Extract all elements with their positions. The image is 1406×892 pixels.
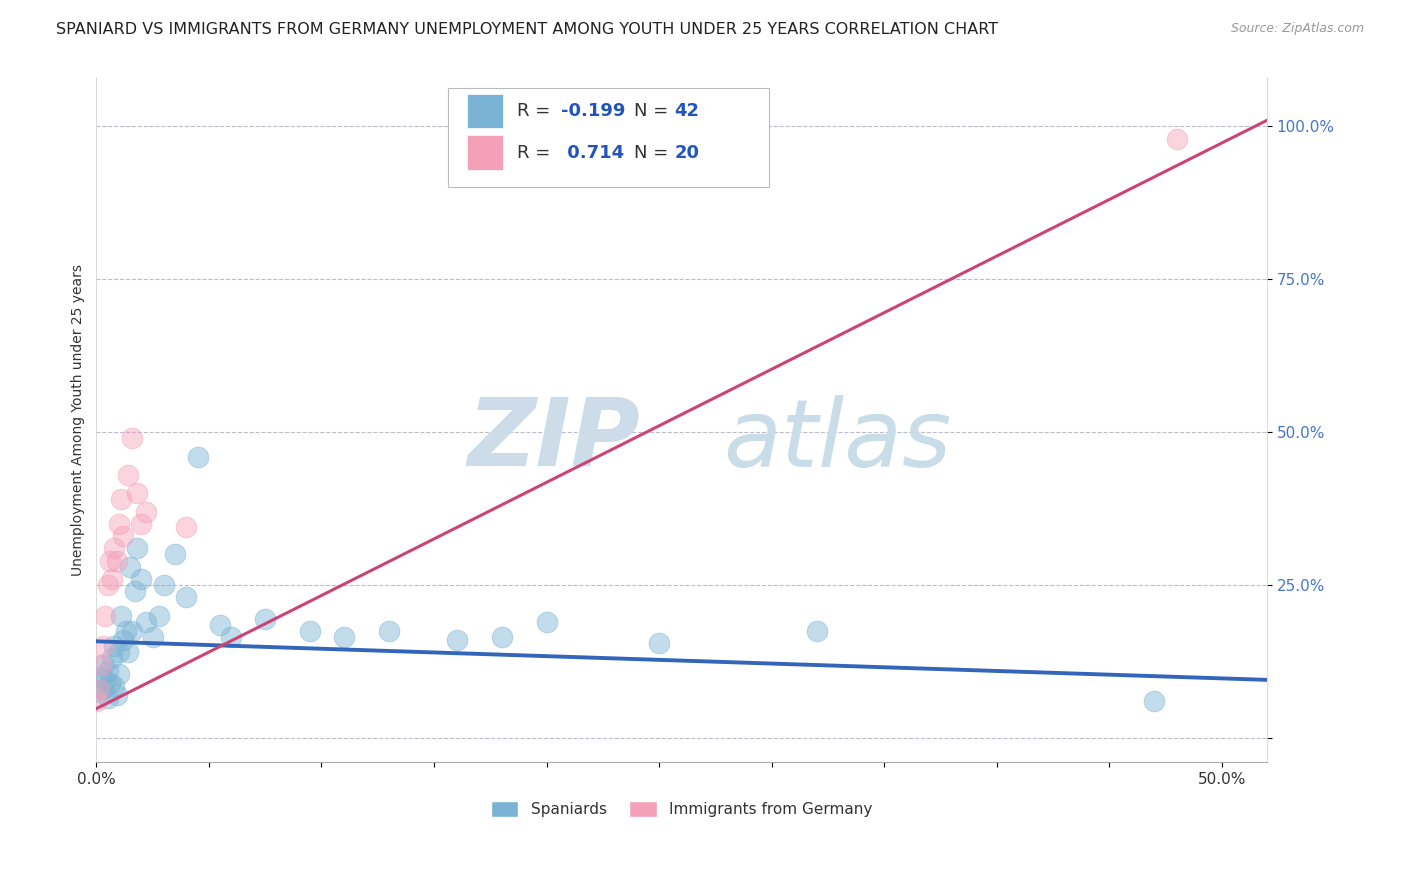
Point <box>108 666 131 681</box>
Point <box>165 548 187 562</box>
Point <box>254 612 277 626</box>
Point <box>131 516 153 531</box>
Text: N =: N = <box>634 102 673 120</box>
Point <box>120 559 142 574</box>
Point <box>91 657 114 672</box>
Point <box>378 624 401 638</box>
Point <box>491 630 513 644</box>
Point <box>97 578 120 592</box>
Point <box>105 553 128 567</box>
FancyBboxPatch shape <box>467 94 502 128</box>
Point <box>1143 694 1166 708</box>
Point <box>94 608 117 623</box>
Text: R =: R = <box>516 144 555 161</box>
Point <box>105 688 128 702</box>
Point <box>153 578 176 592</box>
Point <box>101 651 124 665</box>
Point <box>103 679 125 693</box>
Point <box>131 572 153 586</box>
Point <box>87 681 110 696</box>
Text: SPANIARD VS IMMIGRANTS FROM GERMANY UNEMPLOYMENT AMONG YOUTH UNDER 25 YEARS CORR: SPANIARD VS IMMIGRANTS FROM GERMANY UNEM… <box>56 22 998 37</box>
Text: 0.714: 0.714 <box>561 144 624 161</box>
Point <box>91 681 114 696</box>
Text: N =: N = <box>634 144 673 161</box>
Point <box>187 450 209 464</box>
Point <box>97 664 120 678</box>
Point <box>94 673 117 687</box>
Point <box>446 633 468 648</box>
Point <box>125 486 148 500</box>
Text: ZIP: ZIP <box>468 394 641 486</box>
Point <box>108 516 131 531</box>
Point <box>121 431 143 445</box>
Point <box>1166 131 1188 145</box>
Point <box>142 630 165 644</box>
Point <box>124 584 146 599</box>
Point <box>221 630 243 644</box>
Point <box>110 608 132 623</box>
Text: R =: R = <box>516 102 555 120</box>
Text: 42: 42 <box>675 102 700 120</box>
Point <box>117 467 139 482</box>
Point <box>97 691 120 706</box>
Point <box>121 624 143 638</box>
Point <box>117 645 139 659</box>
Legend: Spaniards, Immigrants from Germany: Spaniards, Immigrants from Germany <box>485 795 879 823</box>
Point <box>176 520 198 534</box>
Point <box>90 657 112 672</box>
FancyBboxPatch shape <box>447 87 769 187</box>
Point <box>299 624 322 638</box>
Point <box>103 639 125 653</box>
Y-axis label: Unemployment Among Youth under 25 years: Unemployment Among Youth under 25 years <box>72 264 86 576</box>
Point <box>135 615 157 629</box>
Point <box>112 633 135 648</box>
Point <box>333 630 356 644</box>
Point <box>176 591 198 605</box>
Point <box>536 615 558 629</box>
Text: Source: ZipAtlas.com: Source: ZipAtlas.com <box>1230 22 1364 36</box>
Text: -0.199: -0.199 <box>561 102 626 120</box>
Text: 20: 20 <box>675 144 700 161</box>
Point <box>90 670 112 684</box>
Point <box>209 617 232 632</box>
Point <box>86 694 108 708</box>
Point <box>101 572 124 586</box>
Point <box>110 492 132 507</box>
FancyBboxPatch shape <box>467 136 502 169</box>
Point <box>103 541 125 556</box>
Point <box>135 505 157 519</box>
Point <box>108 645 131 659</box>
Point <box>91 639 114 653</box>
Point <box>98 553 121 567</box>
Point <box>148 608 170 623</box>
Point <box>98 676 121 690</box>
Text: atlas: atlas <box>723 395 950 486</box>
Point <box>648 636 671 650</box>
Point <box>125 541 148 556</box>
Point <box>87 685 110 699</box>
Point <box>806 624 828 638</box>
Point <box>112 529 135 543</box>
Point <box>114 624 136 638</box>
